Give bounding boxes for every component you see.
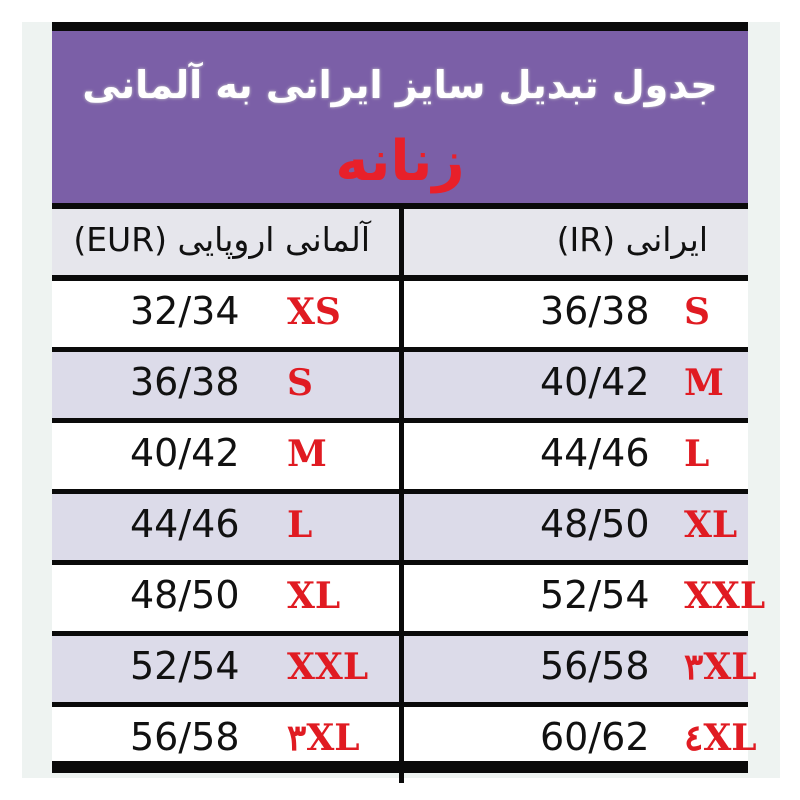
eur-number: 32/34 (130, 289, 240, 333)
eur-number: 40/42 (130, 431, 240, 475)
column-header-german (52, 209, 399, 275)
eur-size: ٣XL (287, 717, 360, 759)
ir-number: 36/38 (540, 289, 650, 333)
ir-number: 40/42 (540, 360, 650, 404)
eur-number: 52/54 (130, 644, 240, 688)
ir-number: 52/54 (540, 573, 650, 617)
ir-size: ٤XL (684, 717, 757, 759)
ir-size: L (684, 433, 710, 475)
eur-size: XS (287, 291, 341, 333)
title-banner: جدول تبدیل سایز ایرانی به آلمانی زنانه (52, 31, 748, 203)
eur-number: 56/58 (130, 715, 240, 759)
size-chart-table: جدول تبدیل سایز ایرانی به آلمانی زنانه آ… (52, 22, 765, 783)
eur-size: XXL (287, 646, 369, 688)
column-divider (399, 203, 404, 783)
eur-size: L (287, 504, 313, 546)
eur-number: 36/38 (130, 360, 240, 404)
column-header-iranian-label: ایرانی (IR) (556, 220, 708, 259)
ir-number: 60/62 (540, 715, 650, 759)
chart-subtitle: زنانه (335, 129, 465, 194)
eur-number: 44/46 (130, 502, 240, 546)
ir-size: ٣XL (684, 646, 757, 688)
ir-number: 48/50 (540, 502, 650, 546)
eur-number: 48/50 (130, 573, 240, 617)
ir-size: XL (684, 504, 738, 546)
ir-size: S (684, 291, 710, 333)
ir-size: M (684, 362, 724, 404)
eur-size: S (287, 362, 313, 404)
eur-size: XL (287, 575, 341, 617)
chart-title: جدول تبدیل سایز ایرانی به آلمانی (82, 63, 718, 107)
ir-size: XXL (684, 575, 766, 617)
ir-number: 56/58 (540, 644, 650, 688)
column-header-iranian (404, 209, 748, 275)
column-header-german-label: آلمانی اروپایی (EUR) (73, 220, 370, 259)
divider (52, 22, 748, 31)
eur-size: M (287, 433, 327, 475)
divider (52, 761, 748, 773)
ir-number: 44/46 (540, 431, 650, 475)
